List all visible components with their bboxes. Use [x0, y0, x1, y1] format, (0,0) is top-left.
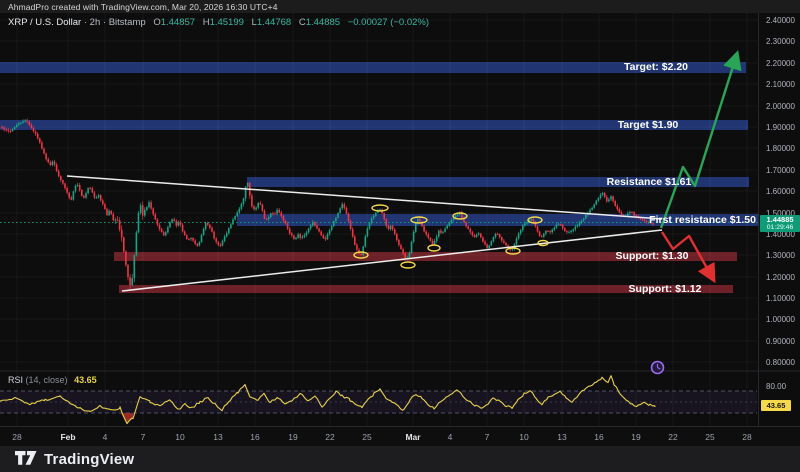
price-axis-label: 0.90000: [766, 337, 795, 346]
time-tick-19: 19: [631, 432, 641, 442]
close-value: 1.44885: [305, 17, 341, 28]
price-axis-label: 1.90000: [766, 123, 795, 132]
price-axis-label: 2.40000: [766, 16, 795, 25]
close-label: C: [298, 17, 306, 28]
symbol-title[interactable]: XRP / U.S. Dollar: [8, 17, 82, 28]
bar-countdown: 01:29:46: [766, 224, 794, 231]
bearish-projection-arrow: [660, 231, 716, 284]
highlight-ellipse: [452, 212, 468, 220]
highlight-ellipse: [410, 216, 428, 224]
change-value: −0.00027 (−0.02%): [347, 17, 430, 28]
price-axis-label: 2.00000: [766, 102, 795, 111]
open-value: 1.44857: [160, 17, 196, 28]
rsi-params: (14, close): [25, 375, 68, 385]
rsi-oversold-fill: [122, 413, 133, 424]
time-tick-4: 4: [102, 432, 108, 442]
interval-label[interactable]: 2h: [89, 17, 101, 28]
highlight-ellipse: [537, 239, 549, 247]
rsi-name[interactable]: RSI: [8, 375, 24, 385]
highlight-ellipse: [353, 251, 369, 259]
time-tick-28: 28: [12, 432, 22, 442]
candles-layer: [1, 118, 654, 290]
rsi-axis-badge: 43.65: [761, 400, 791, 411]
exchange-label: Bitstamp: [108, 17, 146, 28]
rsi-axis-label: 80.00: [766, 382, 787, 391]
time-tick-4: 4: [447, 432, 453, 442]
watermark-text: AhmadPro created with TradingView.com, M…: [8, 1, 278, 12]
low-label: L: [251, 17, 257, 28]
time-tick-10: 10: [519, 432, 529, 442]
rsi-layer: [0, 375, 757, 425]
legend-separator: ·: [83, 17, 88, 28]
price-axis-label: 2.20000: [766, 59, 795, 68]
time-tick-7: 7: [140, 432, 146, 442]
price-axis-label: 1.50000: [766, 209, 795, 218]
legend-separator: ·: [102, 17, 107, 28]
rsi-line: [0, 375, 656, 425]
time-tick-13: 13: [213, 432, 223, 442]
bullish-projection-arrow: [659, 50, 742, 229]
high-label: H: [202, 17, 210, 28]
time-tick-25: 25: [362, 432, 372, 442]
time-tick-mar: Mar: [405, 432, 421, 442]
price-axis-label: 1.30000: [766, 251, 795, 260]
descending-trendline: [66, 175, 663, 220]
tradingview-logo[interactable]: TradingView: [15, 451, 134, 468]
price-axis-label: 1.60000: [766, 187, 795, 196]
time-tick-10: 10: [175, 432, 185, 442]
tradingview-logo-icon: [15, 451, 37, 465]
tradingview-logo-text: TradingView: [44, 450, 135, 468]
time-tick-16: 16: [594, 432, 604, 442]
time-tick-19: 19: [288, 432, 298, 442]
band-target-190[interactable]: [0, 120, 748, 130]
highlight-ellipse: [505, 247, 521, 255]
highlight-ellipse: [527, 216, 543, 224]
band-resistance-161[interactable]: [247, 177, 749, 187]
price-axis-label: 1.20000: [766, 273, 795, 282]
highlight-ellipse: [427, 244, 441, 252]
time-tick-22: 22: [325, 432, 335, 442]
price-axis-label: 1.00000: [766, 315, 795, 324]
time-tick-28: 28: [742, 432, 752, 442]
price-axis-label: 0.80000: [766, 358, 795, 367]
time-tick-feb: Feb: [60, 432, 76, 442]
price-axis-label: 1.80000: [766, 144, 795, 153]
price-axis-label: 1.40000: [766, 230, 795, 239]
last-price-badge: 1.44885 01:29:46: [760, 215, 800, 232]
rsi-legend: RSI (14, close) 43.65: [8, 375, 97, 385]
price-axis[interactable]: 2.40000 2.30000 2.20000 2.10000 2.00000 1.900…: [758, 13, 800, 446]
time-tick-7: 7: [484, 432, 490, 442]
price-axis-label: 2.30000: [766, 37, 795, 46]
time-tick-13: 13: [557, 432, 567, 442]
ascending-trendline: [121, 229, 663, 292]
price-axis-label: 1.70000: [766, 166, 795, 175]
price-axis-label: 2.10000: [766, 80, 795, 89]
footer-bar: TradingView: [0, 446, 800, 472]
watermark-bar: AhmadPro created with TradingView.com, M…: [0, 0, 800, 13]
time-axis[interactable]: 28 Feb 4 7 10 13 16 19 22 25 Mar 4 7 10 13 16 19 22 25 28: [0, 426, 800, 446]
high-value: 1.45199: [209, 17, 244, 28]
price-axis-label: 1.10000: [766, 294, 795, 303]
low-value: 1.44768: [256, 17, 292, 28]
rsi-value: 43.65: [74, 375, 97, 385]
time-tick-16: 16: [250, 432, 260, 442]
last-price-value: 1.44885: [766, 215, 794, 224]
highlight-ellipse: [371, 204, 389, 212]
time-tick-22: 22: [668, 432, 678, 442]
highlight-ellipse: [400, 261, 416, 269]
band-support-112[interactable]: [119, 285, 733, 293]
band-target-220[interactable]: [0, 62, 746, 73]
symbol-legend: XRP / U.S. Dollar · 2h · Bitstamp O1.448…: [8, 17, 429, 28]
open-label: O: [153, 17, 161, 28]
time-tick-25: 25: [705, 432, 715, 442]
grid-layer: [0, 13, 758, 426]
